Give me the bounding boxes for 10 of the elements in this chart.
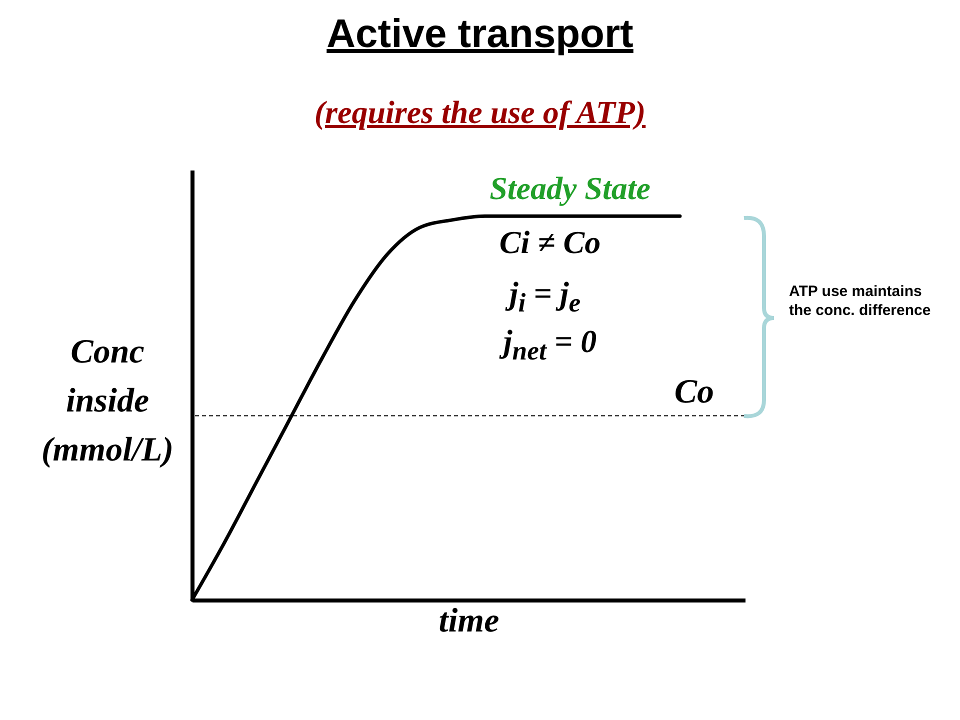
text: ATP use maintains the conc. difference — [789, 282, 932, 320]
text: Steady State — [488, 170, 652, 207]
annotation: j$_{i}$ = j$_{e}$ — [504, 275, 582, 318]
annotation: j$_{net}$ = 0 — [498, 323, 598, 366]
chart-title: Active transport — [326, 12, 634, 57]
ref-line-label: Co — [674, 374, 714, 411]
x-axis-title: time — [438, 602, 500, 640]
chart-subtitle: (requires the use of ATP) — [313, 94, 647, 131]
annotation: Ci ≠ Co — [498, 224, 602, 261]
y-axis-title: Conc inside (mmol/L) — [41, 334, 174, 468]
